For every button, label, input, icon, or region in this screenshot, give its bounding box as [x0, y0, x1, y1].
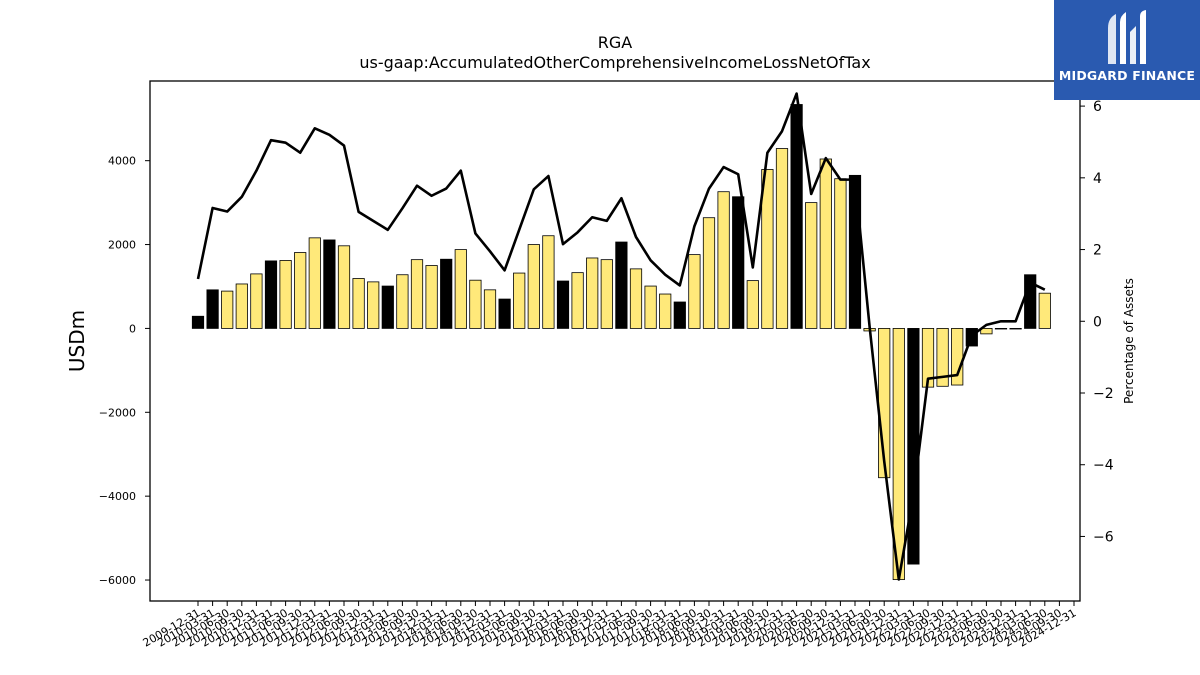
brand-name: MIDGARD FINANCE [1058, 68, 1196, 83]
bar-2015-09-30 [527, 244, 540, 329]
y2-tick-label: −4 [1093, 458, 1114, 474]
bar-2011-06-30 [279, 260, 292, 329]
bar-2018-09-30 [702, 217, 716, 329]
chart-subtitle: us-gaap:AccumulatedOtherComprehensiveInc… [359, 53, 870, 72]
bar-2011-03-31 [264, 260, 278, 329]
bar-2012-09-30 [352, 278, 365, 329]
bar-2023-06-30 [980, 328, 993, 335]
bar-2012-06-30 [337, 245, 351, 329]
bar-2020-12-31 [834, 178, 847, 329]
bar-2024-06-30 [1038, 292, 1051, 329]
y-tick-label: 4000 [108, 155, 136, 168]
bar-2010-06-30 [221, 290, 234, 329]
y2-tick-label: 6 [1093, 99, 1102, 115]
bar-2013-12-31 [425, 265, 438, 329]
logo-mark-icon [1108, 10, 1146, 64]
bar-2023-09-30 [994, 328, 1008, 330]
bar-2012-03-31 [323, 239, 336, 329]
bar-2019-12-31 [775, 148, 789, 329]
series-line-percentage-of-assets [196, 92, 1046, 581]
y2-tick-label: 0 [1093, 314, 1102, 330]
bar-2011-09-30 [294, 252, 307, 329]
y-tick-label: 0 [129, 322, 136, 335]
y2-tick-label: 4 [1093, 171, 1102, 187]
bar-2022-03-31 [907, 328, 920, 565]
bar-2015-06-30 [513, 272, 526, 329]
bar-2020-03-31 [790, 104, 803, 329]
plot-content [191, 92, 1051, 581]
bar-2016-09-30 [586, 257, 599, 329]
bar-2011-12-31 [308, 237, 321, 329]
bar-2018-06-30 [688, 254, 701, 329]
bar-2010-12-31 [250, 273, 263, 329]
bar-2013-09-30 [410, 259, 424, 329]
bar-2020-09-30 [819, 158, 832, 329]
y-tick-label: −6000 [99, 574, 136, 587]
bar-2018-12-31 [717, 191, 730, 329]
bar-2022-09-30 [936, 328, 949, 387]
y-tick-label: −4000 [99, 490, 136, 503]
bar-2014-06-30 [454, 249, 467, 329]
bar-2017-06-30 [629, 268, 643, 329]
y2-tick-label: −6 [1093, 529, 1114, 545]
chart-title: RGA [598, 33, 633, 52]
bar-2020-06-30 [805, 202, 818, 329]
bar-2017-12-31 [659, 293, 672, 329]
bar-2023-12-31 [1009, 328, 1022, 330]
bar-2018-03-31 [673, 301, 686, 329]
bar-2014-03-31 [440, 258, 453, 329]
bar-2016-03-31 [556, 280, 570, 329]
bar-2009-12-31 [191, 315, 205, 329]
bar-2017-03-31 [615, 241, 628, 329]
bar-2013-06-30 [396, 274, 409, 329]
bar-2016-06-30 [571, 272, 584, 329]
bar-2017-09-30 [644, 285, 657, 329]
bar-2019-09-30 [761, 169, 774, 329]
y-axis-label: USDm [65, 310, 89, 372]
y-tick-label: 2000 [108, 239, 136, 252]
bar-2010-09-30 [235, 283, 248, 329]
bar-2019-03-31 [732, 196, 745, 329]
plot-frame [149, 80, 1081, 602]
axis-layer: −6000−4000−2000020004000−6−4−202462009-1… [99, 99, 1114, 649]
bar-2014-12-31 [483, 289, 497, 329]
bar-2010-03-31 [206, 289, 219, 329]
bar-2014-09-30 [469, 279, 482, 329]
bar-2015-12-31 [542, 235, 555, 329]
brand-logo: MIDGARD FINANCE [1054, 0, 1200, 100]
bar-2012-12-31 [367, 281, 380, 329]
bar-2015-03-31 [498, 298, 511, 329]
y-tick-label: −2000 [99, 406, 136, 419]
bar-2013-03-31 [381, 285, 394, 329]
y2-tick-label: 2 [1093, 243, 1102, 259]
bar-2021-03-31 [848, 174, 862, 329]
y2-tick-label: −2 [1093, 386, 1114, 402]
bar-2019-06-30 [746, 280, 759, 329]
y2-axis-label: Percentage of Assets [1122, 278, 1136, 404]
bar-2016-12-31 [600, 259, 613, 329]
bar-2024-03-31 [1024, 274, 1037, 329]
